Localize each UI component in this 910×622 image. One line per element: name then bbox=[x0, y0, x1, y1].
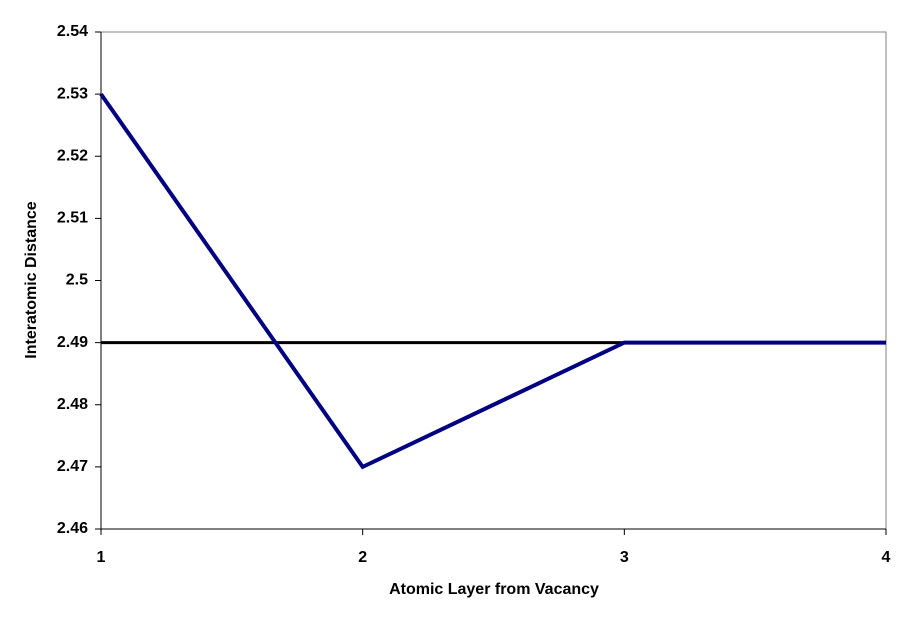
y-tick-label: 2.47 bbox=[57, 458, 88, 475]
y-tick-label: 2.49 bbox=[57, 334, 88, 351]
y-tick-label: 2.53 bbox=[57, 85, 88, 102]
y-tick-label: 2.52 bbox=[57, 147, 88, 164]
data-line bbox=[99, 92, 886, 470]
x-axis-title: Atomic Layer from Vacancy bbox=[389, 581, 599, 598]
y-axis-title: Interatomic Distance bbox=[23, 201, 40, 358]
plot-area bbox=[100, 31, 887, 530]
y-tick-label: 2.51 bbox=[57, 210, 88, 227]
x-tick-label: 2 bbox=[358, 549, 367, 566]
y-tick-label: 2.48 bbox=[57, 396, 88, 413]
x-tick-label: 3 bbox=[620, 549, 629, 566]
y-tick-label: 2.5 bbox=[66, 272, 88, 289]
y-tick-label: 2.46 bbox=[57, 520, 88, 537]
x-tick-label: 1 bbox=[97, 549, 106, 566]
x-tick-label: 4 bbox=[882, 549, 891, 566]
y-tick-label: 2.54 bbox=[57, 23, 88, 40]
